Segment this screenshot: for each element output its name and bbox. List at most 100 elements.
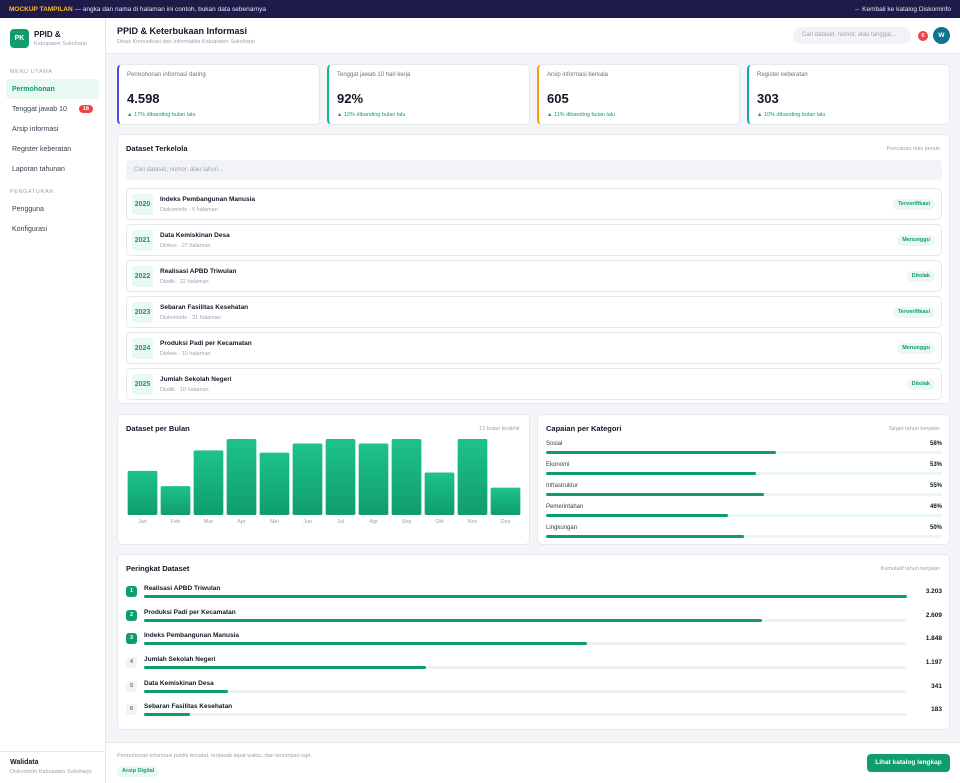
dataset-search-input[interactable]: Cari dataset, nomor, atau tahun...	[126, 160, 942, 180]
sidebar-user: Walidata Diskominfo Kabupaten Sukoharjo	[0, 751, 105, 783]
dataset-name: Produksi Padi per Kecamatan	[160, 340, 252, 347]
sidebar-item-tenggat[interactable]: Tenggat jawab 10 18	[6, 99, 99, 119]
sidebar-item-label: Permohonan	[12, 85, 55, 93]
dataset-meta: Diskominfo · 5 halaman	[160, 207, 218, 213]
kpi-value: 605	[547, 91, 569, 106]
dataset-name: Sebaran Fasilitas Kesehatan	[160, 304, 249, 311]
sidebar-item-label: Konfigurasi	[12, 225, 48, 233]
category-label: Ekonomi	[546, 462, 570, 468]
category-row: Ekonomi 53%	[546, 462, 942, 475]
rank-progress	[144, 666, 907, 669]
brand: PK PPID & Kabupaten Sukoharjo	[0, 18, 105, 57]
kpi-card: Arsip informasi berkala 605 ▲ 11% diband…	[537, 64, 740, 125]
category-row: Lingkungan 50%	[546, 525, 942, 538]
user-org: Diskominfo Kabupaten Sukoharjo	[10, 769, 92, 775]
dataset-name: Jumlah Sekolah Negeri	[160, 376, 232, 383]
category-card: Capaian per Kategori Target tahun berjal…	[537, 414, 950, 545]
category-row: Sosial 58%	[546, 441, 942, 454]
status-badge: Ditolak	[906, 271, 935, 282]
status-badge: Menunggu	[897, 235, 935, 246]
category-progress	[546, 514, 942, 517]
footer-text: Permohonan informasi publik tercatat, te…	[117, 753, 312, 759]
x-tick-label: Mar	[204, 519, 214, 525]
dataset-year: 2025	[132, 374, 153, 395]
monthly-chart-card: Dataset per Bulan 12 bulan terakhir Jan F…	[117, 414, 530, 545]
dataset-meta: Diskominfo · 31 halaman	[160, 315, 221, 321]
rank-number: 6	[126, 704, 137, 715]
category-row: Infrastruktur 55%	[546, 483, 942, 496]
rank-value: 2.609	[925, 612, 942, 619]
rank-value: 1.848	[925, 635, 942, 642]
status-badge: Menunggu	[897, 343, 935, 354]
bar-apr	[226, 439, 257, 515]
kpi-card: Register keberatan 303 ▲ 10% dibanding b…	[747, 64, 950, 125]
dataset-row[interactable]: 2022 Realisasi APBD Triwulan Disdik · 22…	[126, 260, 942, 292]
notification-badge[interactable]: 6	[918, 31, 928, 41]
sidebar-item-label: Tenggat jawab 10	[12, 105, 67, 113]
back-to-catalog-link[interactable]: ← Kembali ke katalog Diskominfo	[853, 5, 951, 13]
dataset-year: 2021	[132, 230, 153, 251]
ranking-row: 5 Data Kemiskinan Desa 341	[126, 677, 942, 699]
category-value: 58%	[929, 441, 942, 447]
x-tick-label: Jul	[337, 519, 344, 525]
category-progress	[546, 451, 942, 454]
sidebar-item-konfigurasi[interactable]: Konfigurasi	[6, 219, 99, 239]
rank-progress	[144, 690, 907, 693]
ranking-row: 2 Produksi Padi per Kecamatan 2.609	[126, 606, 942, 628]
dataset-meta: Disdik · 10 halaman	[160, 387, 209, 393]
ranking-row: 6 Sebaran Fasilitas Kesehatan 183	[126, 700, 942, 722]
x-tick-label: Des	[501, 519, 511, 525]
dataset-year: 2020	[132, 194, 153, 215]
status-badge: Terverifikasi	[892, 199, 935, 210]
rank-value: 341	[931, 683, 942, 690]
dataset-year: 2022	[132, 266, 153, 287]
rank-progress	[144, 595, 907, 598]
category-value: 50%	[929, 525, 942, 531]
kpi-value: 303	[757, 91, 779, 106]
dataset-year: 2024	[132, 338, 153, 359]
rank-number: 2	[126, 610, 137, 621]
chart-hint: 12 bulan terakhir	[479, 426, 520, 432]
section-label-main: MENU UTAMA	[10, 69, 53, 75]
dataset-row[interactable]: 2021 Data Kemiskinan Desa Dinkes · 27 ha…	[126, 224, 942, 256]
kpi-label: Arsip informasi berkala	[547, 72, 609, 78]
sidebar-item-arsip[interactable]: Arsip informasi	[6, 119, 99, 139]
banner-text: — angka dan nama di halaman ini contoh, …	[72, 5, 267, 13]
kpi-card: Permohonan informasi daring 4.598 ▲ 17% …	[117, 64, 320, 125]
x-tick-label: Jun	[303, 519, 312, 525]
rank-name: Produksi Padi per Kecamatan	[144, 609, 236, 616]
sidebar-item-permohonan[interactable]: Permohonan	[6, 79, 99, 99]
bar-jan	[127, 470, 158, 515]
sidebar-item-register[interactable]: Register keberatan	[6, 139, 99, 159]
category-label: Lingkungan	[546, 525, 578, 531]
x-tick-label: Nov	[468, 519, 478, 525]
rank-value: 183	[931, 706, 942, 713]
sidebar-item-pengguna[interactable]: Pengguna	[6, 199, 99, 219]
dataset-row[interactable]: 2025 Jumlah Sekolah Negeri Disdik · 10 h…	[126, 368, 942, 400]
monthly-bar-chart: Jan Feb Mar Apr Mei Jun Jul Agt Sep Okt Nov Des	[127, 439, 521, 525]
brand-name: PPID &	[34, 30, 61, 39]
footer-badge: Arsip Digital	[117, 766, 160, 777]
view-catalog-button[interactable]: Lihat katalog lengkap	[867, 754, 950, 772]
dataset-panel-hint: Pencarian teks penuh	[886, 146, 940, 152]
rank-name: Sebaran Fasilitas Kesehatan	[144, 703, 233, 710]
dataset-name: Indeks Pembangunan Manusia	[160, 196, 255, 203]
bar-des	[490, 487, 521, 515]
x-tick-label: Sep	[402, 519, 412, 525]
avatar[interactable]: W	[933, 27, 950, 44]
dataset-row[interactable]: 2020 Indeks Pembangunan Manusia Diskomin…	[126, 188, 942, 220]
dataset-row[interactable]: 2024 Produksi Padi per Kecamatan Dinkes …	[126, 332, 942, 364]
ranking-card: Peringkat Dataset Kumulatif tahun berjal…	[117, 554, 950, 730]
sidebar-item-label: Arsip informasi	[12, 125, 59, 133]
category-value: 53%	[929, 462, 942, 468]
dataset-row[interactable]: 2023 Sebaran Fasilitas Kesehatan Diskomi…	[126, 296, 942, 328]
kpi-label: Permohonan informasi daring	[127, 72, 206, 78]
dataset-meta: Dinkes · 27 halaman	[160, 243, 211, 249]
sidebar-item-laporan[interactable]: Laporan tahunan	[6, 159, 99, 179]
rank-number: 4	[126, 657, 137, 668]
banner-notice: MOCKUP TAMPILAN — angka dan nama di hala…	[9, 6, 266, 13]
ranking-row: 3 Indeks Pembangunan Manusia 1.848	[126, 629, 942, 651]
header-search-input[interactable]: Cari dataset, nomor, atau tanggal...	[793, 27, 911, 44]
ranking-row: 1 Realisasi APBD Triwulan 3.203	[126, 582, 942, 604]
dataset-panel: Dataset Terkelola Pencarian teks penuh C…	[117, 134, 950, 404]
